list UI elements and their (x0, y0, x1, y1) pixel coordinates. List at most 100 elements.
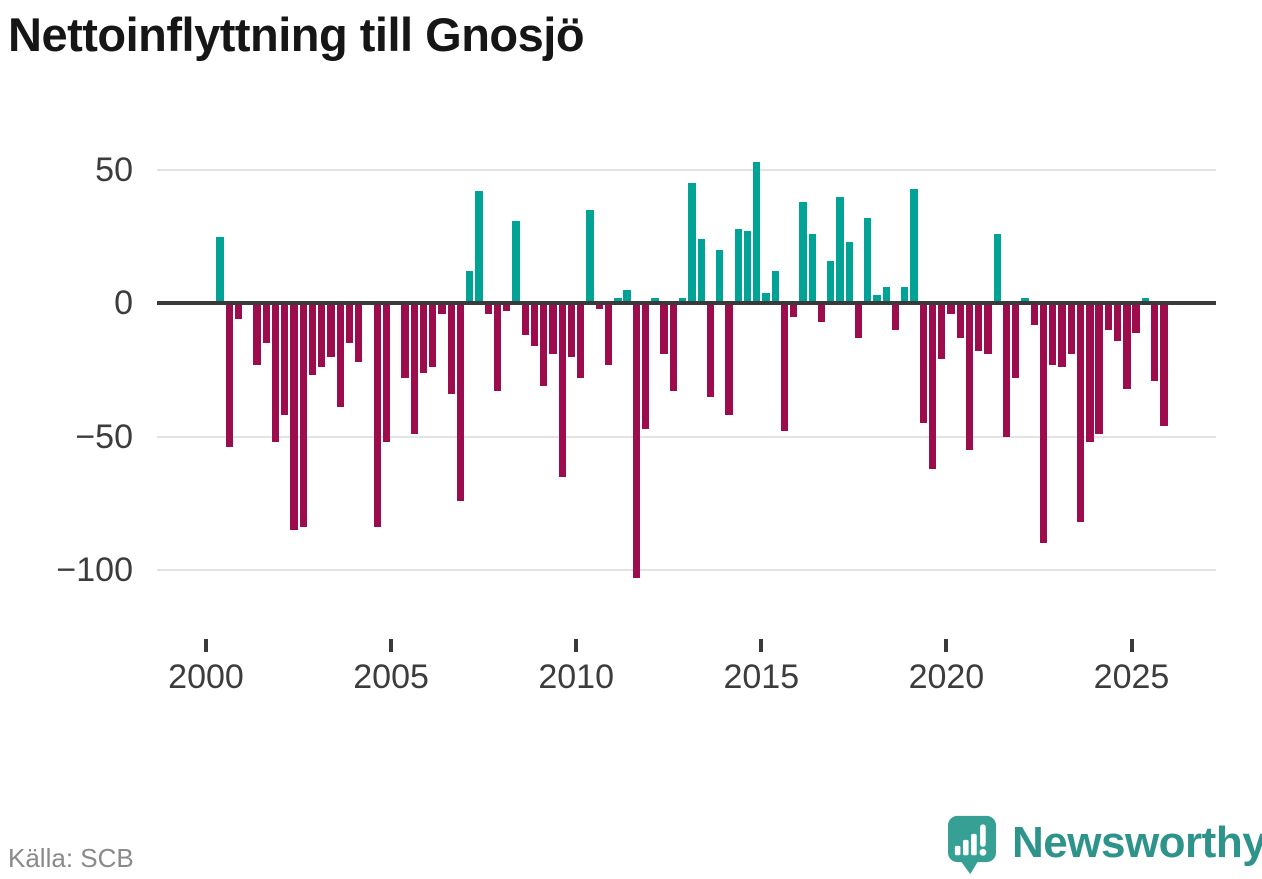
bar-2009-q2 (549, 303, 557, 354)
bar-2008-q4 (530, 303, 539, 346)
bar-2005-q3 (410, 303, 418, 434)
bar-2008-q2 (512, 220, 520, 304)
x-tick (759, 639, 764, 652)
bar-2015-q4 (790, 303, 798, 317)
y-tick-label: 50 (95, 151, 133, 189)
bar-2008-q3 (521, 303, 529, 336)
x-tick (944, 639, 949, 652)
bar-2019-q1 (910, 188, 918, 304)
bar-2014-q2 (734, 228, 742, 304)
y-gridline (157, 169, 1216, 171)
bar-2011-q4 (641, 303, 650, 429)
x-tick-label: 2005 (353, 658, 429, 696)
bar-2024-q2 (1104, 303, 1113, 330)
y-gridline (157, 569, 1216, 571)
bar-2017-q3 (854, 303, 863, 338)
bar-2009-q4 (567, 303, 576, 357)
bar-2022-q3 (1039, 303, 1048, 544)
bar-2004-q4 (382, 303, 391, 442)
bar-2016-q2 (808, 234, 816, 304)
bar-2002-q1 (281, 303, 289, 416)
bar-2002-q3 (299, 303, 307, 528)
newsworthy-wordmark: Newsworthy (1012, 818, 1262, 867)
bar-2018-q1 (873, 295, 881, 304)
y-tick-label: −50 (75, 417, 133, 456)
bar-2007-q2 (475, 191, 483, 304)
y-tick-label: −100 (56, 551, 133, 589)
bar-2024-q1 (1095, 303, 1103, 434)
bar-2005-q4 (419, 303, 428, 373)
bar-2005-q2 (401, 303, 409, 378)
bar-2006-q2 (438, 303, 446, 314)
bar-2021-q3 (1002, 303, 1011, 437)
bar-2006-q1 (429, 303, 437, 368)
bar-2023-q1 (1058, 303, 1066, 368)
bar-2015-q3 (780, 303, 789, 432)
bar-2023-q2 (1067, 303, 1076, 354)
bar-2007-q1 (466, 271, 474, 304)
bar-2000-q2 (216, 236, 224, 304)
bar-2007-q3 (484, 303, 492, 314)
bar-2022-q2 (1030, 303, 1038, 325)
bar-2001-q4 (271, 303, 280, 442)
bar-2025-q1 (1132, 303, 1140, 333)
bar-2019-q4 (938, 303, 946, 360)
bar-2010-q1 (577, 303, 585, 378)
bar-2017-q4 (864, 218, 872, 304)
bar-2012-q1 (651, 298, 659, 304)
bar-2004-q3 (373, 303, 381, 528)
bar-2022-q4 (1049, 303, 1057, 365)
bar-2025-q4 (1160, 303, 1168, 426)
bar-2023-q4 (1086, 303, 1094, 442)
bar-2010-q4 (604, 303, 613, 365)
source-label: Källa: SCB (8, 843, 134, 873)
x-tick-label: 2010 (538, 658, 615, 696)
bar-2003-q3 (336, 303, 344, 408)
bar-2010-q3 (595, 303, 604, 309)
y-tick-label: 0 (114, 284, 133, 323)
bar-2024-q4 (1123, 303, 1131, 389)
bar-2013-q2 (697, 239, 705, 304)
bar-2009-q1 (540, 303, 548, 386)
bar-2013-q1 (688, 183, 696, 304)
bar-2002-q4 (308, 303, 317, 376)
bar-2012-q2 (660, 303, 668, 354)
bar-2001-q2 (253, 303, 261, 365)
bar-2021-q2 (993, 234, 1001, 304)
bar-2011-q1 (614, 298, 622, 304)
bar-2015-q1 (762, 292, 770, 304)
bar-2013-q4 (716, 250, 724, 304)
x-tick (574, 639, 579, 652)
bar-2025-q2 (1141, 298, 1150, 304)
bar-2007-q4 (493, 303, 502, 392)
newsworthy-logo: Newsworthy (946, 815, 1262, 877)
bar-2016-q1 (799, 202, 807, 304)
bar-2016-q4 (827, 260, 835, 304)
x-tick (389, 639, 394, 652)
bar-2003-q1 (318, 303, 326, 368)
bar-2010-q2 (586, 210, 594, 304)
x-tick-label: 2015 (723, 658, 800, 696)
bar-2012-q4 (678, 298, 687, 304)
x-tick-label: 2020 (908, 658, 985, 696)
bar-2021-q4 (1012, 303, 1020, 378)
x-tick (1129, 639, 1134, 652)
bar-2000-q3 (225, 303, 233, 448)
bar-2017-q2 (845, 242, 853, 304)
bar-2006-q3 (447, 303, 455, 394)
bar-2014-q3 (743, 231, 752, 304)
bar-2019-q3 (928, 303, 937, 469)
bar-2019-q2 (919, 303, 927, 424)
bar-2006-q4 (456, 303, 465, 501)
bar-2025-q3 (1150, 303, 1159, 381)
bar-2000-q4 (234, 303, 243, 320)
chart-title: Nettoinflyttning till Gnosjö (8, 8, 585, 61)
bar-2020-q4 (975, 303, 983, 352)
x-tick-label: 2000 (168, 658, 244, 696)
bar-2022-q1 (1021, 298, 1029, 304)
bar-2018-q4 (901, 287, 909, 304)
bar-2009-q3 (558, 303, 566, 477)
bar-2021-q1 (984, 303, 992, 354)
speech-bubble-chart-icon (948, 815, 996, 875)
